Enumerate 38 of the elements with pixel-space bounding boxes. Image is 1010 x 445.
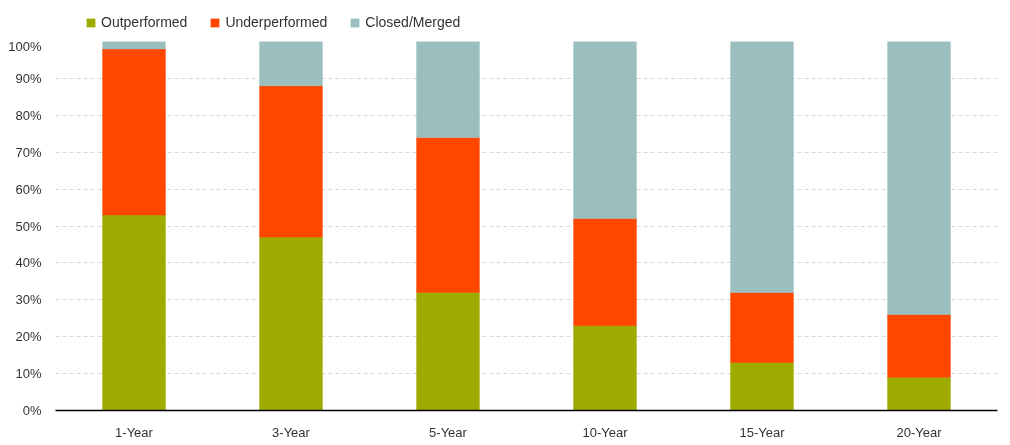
bar — [416, 137, 480, 293]
bar — [730, 41, 794, 293]
bar — [416, 292, 480, 411]
legend-label: Underperformed — [225, 14, 328, 30]
y-tick-label: 50% — [15, 218, 42, 234]
legend-label: Outperformed — [101, 14, 188, 30]
bar — [102, 48, 166, 216]
bar — [887, 314, 951, 378]
y-tick-label: 10% — [15, 366, 42, 382]
x-tick-label: 10-Year — [582, 424, 629, 440]
bar — [887, 377, 951, 411]
bar — [573, 325, 637, 411]
y-tick-label: 30% — [15, 292, 42, 308]
bar — [730, 362, 794, 411]
y-tick-label: 40% — [15, 255, 42, 271]
bar — [573, 218, 637, 326]
x-tick-label: 15-Year — [739, 424, 786, 440]
bar — [730, 292, 794, 363]
y-tick-label: 60% — [15, 181, 42, 197]
bar — [259, 41, 323, 87]
y-tick-label: 90% — [15, 70, 42, 86]
y-tick-label: 70% — [15, 144, 42, 160]
bar — [259, 85, 323, 238]
y-tick-label: 0% — [22, 403, 42, 418]
bar — [887, 41, 951, 315]
y-tick-label: 20% — [15, 329, 42, 345]
legend-label: Closed/Merged — [365, 14, 461, 30]
y-tick-label: 100% — [8, 38, 42, 54]
bar — [102, 41, 166, 50]
bar — [573, 41, 637, 219]
bar — [102, 214, 166, 411]
x-tick-label: 20-Year — [896, 424, 943, 440]
x-tick-label: 5-Year — [429, 424, 468, 440]
x-tick-label: 3-Year — [272, 424, 311, 440]
bar — [416, 41, 480, 138]
y-tick-label: 80% — [15, 107, 42, 123]
x-tick-label: 1-Year — [115, 424, 154, 440]
bar — [259, 236, 323, 411]
